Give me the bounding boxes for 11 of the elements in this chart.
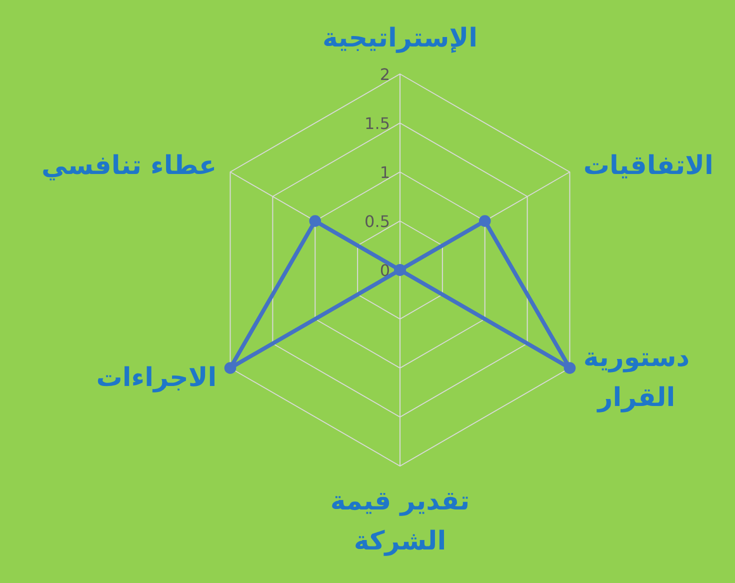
spoke-label: الإستراتيجية <box>322 23 478 54</box>
y-tick-label: 0 <box>380 261 390 280</box>
spoke-label: الاتفاقيات <box>583 151 714 182</box>
spoke-label: دستورية القرار <box>583 342 690 413</box>
spoke-label: الاجراءات <box>96 362 217 393</box>
y-tick-label: 0.5 <box>364 212 390 231</box>
y-tick-label: 2 <box>380 65 390 84</box>
y-tick-label: 1.5 <box>364 114 390 133</box>
spoke-label: عطاء تنافسي <box>42 151 217 182</box>
y-tick-label: 1 <box>380 163 390 182</box>
spoke-label: تقدير قيمة الشركة <box>330 486 470 557</box>
